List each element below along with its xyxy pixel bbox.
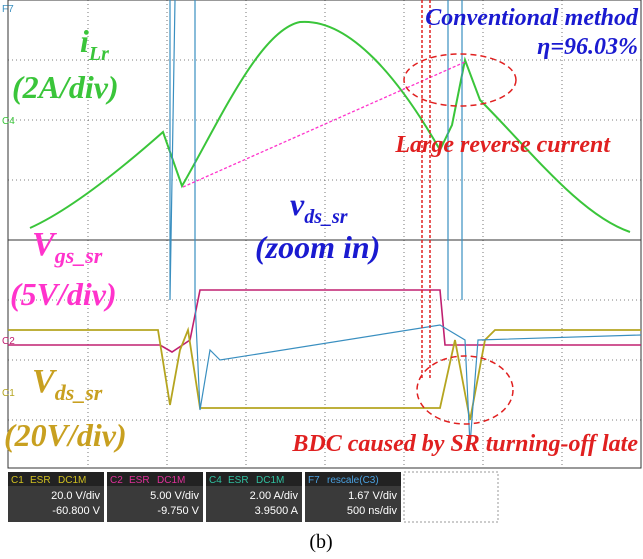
channel-scale: 5.00 V/div [150,490,199,502]
ilr-main: i [80,23,89,59]
channel-scale: 2.00 A/div [250,490,299,502]
reverse-label: Large reverse current [394,132,611,158]
channel-offset: -60.800 V [52,505,100,517]
figure: F7 C4 C2 C1 Conventional method η=96.03%… [0,0,643,559]
marker: C1 [2,388,15,399]
marker: F7 [2,4,14,15]
ilr-sub: Lr [88,43,109,65]
method-label: Conventional method [425,5,639,31]
channel-scale: 20.0 V/div [51,490,100,502]
channel-offset: -9.750 V [157,505,199,517]
channel-tag: ESR [129,475,150,486]
channel-offset: 3.9500 A [255,505,299,517]
channel-id: F7 [308,475,320,486]
ilr-scale: (2A/div) [12,69,119,105]
channel-tag: ESR [30,475,51,486]
channel-tag: DC1M [256,475,284,486]
channel-id: C2 [110,475,123,486]
efficiency-label: η=96.03% [537,34,638,60]
vds-scale: (20V/div) [4,417,127,453]
vds-zoom-sub: ds_sr [304,206,348,228]
vds-main: V [32,363,57,400]
channel-id: C1 [11,475,24,486]
zoom-label: (zoom in) [255,229,380,265]
marker: C4 [2,116,15,127]
channel-offset: 500 ns/div [347,505,398,517]
vds-zoom-main: v [290,186,305,222]
channel-bar: C1 ESR DC1M 20.0 V/div -60.800 V C2 ESR DC1M 5.0… [8,472,401,522]
vds-sub: ds_sr [55,380,103,405]
channel-tag: ESR [228,475,249,486]
vgs-main: V [32,226,57,263]
vgs-scale: (5V/div) [10,276,117,312]
channel-tag: DC1M [157,475,185,486]
caption: (b) [309,531,332,553]
channel-scale: 1.67 V/div [348,490,397,502]
channel-tag: DC1M [58,475,86,486]
channel-id: C4 [209,475,222,486]
page: F7 C4 C2 C1 Conventional method η=96.03%… [0,0,643,559]
channel-tag: rescale(C3) [327,475,379,486]
vgs-sub: gs_sr [54,243,103,268]
marker: C2 [2,336,15,347]
bdc-label: BDC caused by SR turning-off late [291,431,638,457]
empty-box [404,472,498,522]
